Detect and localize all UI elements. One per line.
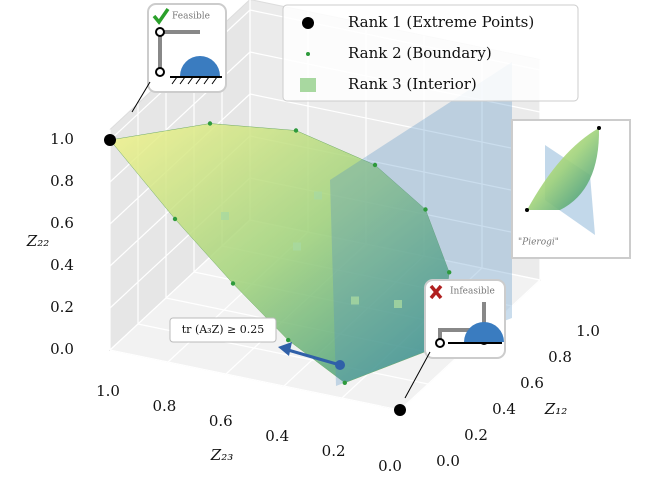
mini-surface <box>527 128 600 210</box>
legend-marker <box>300 78 316 92</box>
dome <box>464 322 504 342</box>
joint <box>435 338 445 348</box>
x-tick-label: 0.8 <box>152 397 176 415</box>
arrow-origin <box>335 360 345 370</box>
point <box>351 296 359 305</box>
x-tick-label: 0.6 <box>209 412 233 430</box>
point <box>342 380 347 385</box>
joint <box>155 67 165 77</box>
y-axis-label: Z₁₂ <box>544 400 567 418</box>
legend-label: Rank 3 (Interior) <box>348 75 477 93</box>
annotation: tr (A₃Z) ≥ 0.25 <box>182 323 264 336</box>
annotation-box <box>169 317 277 343</box>
check-icon <box>152 8 170 25</box>
joint <box>155 27 165 37</box>
point <box>372 162 378 168</box>
z-tick-label: 0.6 <box>50 214 74 232</box>
mini-point <box>525 208 529 212</box>
point <box>447 270 452 275</box>
z-tick-label: 0.0 <box>50 340 74 358</box>
cross-icon <box>429 284 443 300</box>
points <box>104 121 452 416</box>
point <box>230 281 236 286</box>
inset-label: "Pierogi" <box>518 238 559 248</box>
y-tick-label: 0.0 <box>436 452 460 470</box>
z-tick-label: 1.0 <box>50 130 74 148</box>
point <box>207 121 213 126</box>
point <box>286 337 291 343</box>
point <box>394 300 402 308</box>
z-tick-label: 0.8 <box>50 172 74 190</box>
infeasible-inset: Infeasible <box>424 279 506 359</box>
z-axis-label: Z₂₂ <box>26 232 49 250</box>
legend-box <box>282 4 579 102</box>
link <box>438 302 486 343</box>
y-tick-label: 0.2 <box>464 426 488 444</box>
inset-label: Feasible <box>172 12 210 22</box>
x-axis-label: Z₂₃ <box>210 446 233 464</box>
pointer <box>131 81 151 113</box>
y-tick-label: 0.8 <box>548 348 572 366</box>
mini-point <box>597 126 601 130</box>
y-tick-label: 1.0 <box>576 322 600 340</box>
legend-marker <box>306 52 310 56</box>
point <box>293 128 299 133</box>
x-tick-label: 0.2 <box>322 442 346 460</box>
x-tick-label: 0.4 <box>265 427 289 445</box>
z-tick-label: 0.4 <box>50 256 74 274</box>
x-tick-label: 1.0 <box>96 382 120 400</box>
grid-line <box>249 93 541 155</box>
legend-label: Rank 1 (Extreme Points) <box>348 13 534 31</box>
feasible-inset: Feasible <box>147 3 227 93</box>
pointer <box>404 351 431 399</box>
legend-marker <box>302 17 314 29</box>
x-tick-label: 0.0 <box>378 457 402 475</box>
point <box>423 207 428 212</box>
hatch <box>171 76 218 85</box>
point <box>394 404 406 416</box>
point <box>172 216 178 222</box>
point <box>221 212 229 220</box>
legend: Rank 1 (Extreme Points) Rank 2 (Boundary)… <box>282 4 579 102</box>
y-tick-label: 0.4 <box>492 400 516 418</box>
arrow-head <box>278 342 292 356</box>
z-tick-label: 0.2 <box>50 298 74 316</box>
y-tick-label: 0.6 <box>520 374 544 392</box>
dome <box>180 56 220 76</box>
grid-line <box>109 349 401 411</box>
legend-label: Rank 2 (Boundary) <box>348 44 492 62</box>
inset-label: Infeasible <box>450 287 495 297</box>
arrow <box>287 348 341 367</box>
projection-inset: "Pierogi" <box>511 119 631 259</box>
point <box>314 191 322 200</box>
point <box>293 242 301 251</box>
point <box>104 134 116 146</box>
